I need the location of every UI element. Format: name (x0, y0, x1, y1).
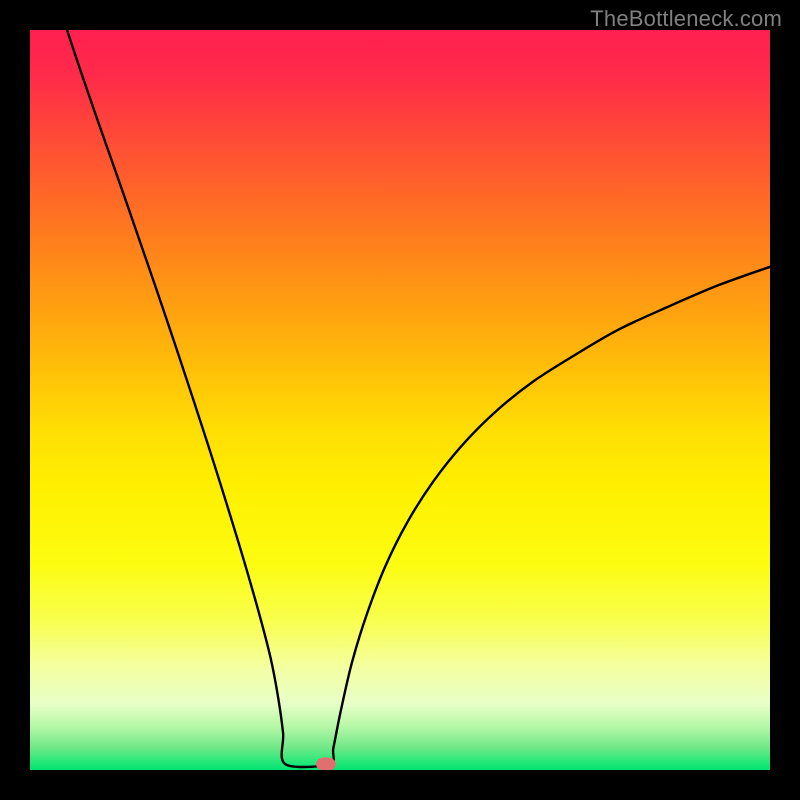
bottleneck-curve (30, 30, 770, 770)
optimum-marker (316, 758, 336, 770)
watermark-text: TheBottleneck.com (590, 6, 782, 32)
plot-area (30, 30, 770, 770)
outer-frame: TheBottleneck.com (0, 0, 800, 800)
